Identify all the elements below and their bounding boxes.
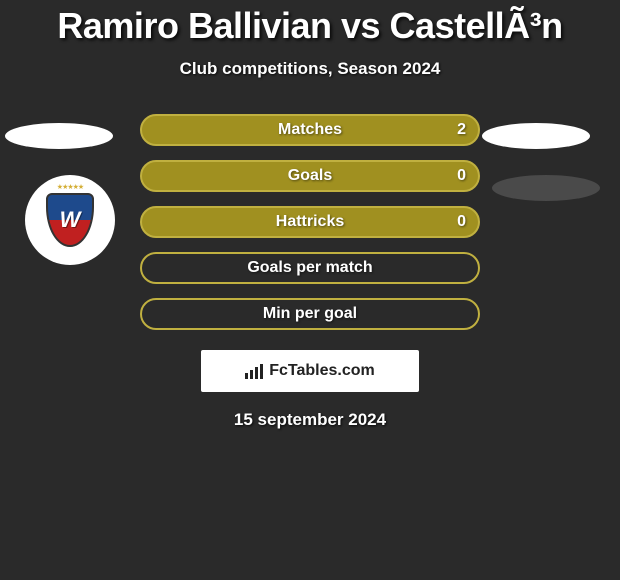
stat-row-hattricks: Hattricks 0 [140, 206, 480, 238]
brand-link[interactable]: FcTables.com [201, 350, 419, 392]
team-slot-right [492, 175, 600, 201]
stat-row-goals: Goals 0 [140, 160, 480, 192]
stat-label: Min per goal [263, 305, 357, 323]
stat-label: Goals per match [247, 259, 372, 277]
badge-letter: W [60, 207, 81, 233]
stat-value: 0 [457, 213, 466, 231]
shield-icon: W [46, 193, 94, 247]
player-slot-right [482, 123, 590, 149]
team-badge-left: ★★★★★ W [25, 175, 115, 265]
stat-value: 2 [457, 121, 466, 139]
brand-text: FcTables.com [269, 362, 375, 380]
stat-row-goals-per-match: Goals per match [140, 252, 480, 284]
stat-row-min-per-goal: Min per goal [140, 298, 480, 330]
badge-stars: ★★★★★ [57, 183, 83, 191]
stat-label: Matches [278, 121, 342, 139]
stats-list: Matches 2 Goals 0 Hattricks 0 Goals per … [140, 114, 480, 330]
stat-label: Goals [288, 167, 332, 185]
page-title: Ramiro Ballivian vs CastellÃ³n [57, 5, 562, 47]
bar-chart-icon [245, 363, 263, 379]
player-slot-left [5, 123, 113, 149]
stat-row-matches: Matches 2 [140, 114, 480, 146]
stat-label: Hattricks [276, 213, 344, 231]
season-subtitle: Club competitions, Season 2024 [180, 59, 441, 79]
stat-value: 0 [457, 167, 466, 185]
date-label: 15 september 2024 [234, 410, 386, 430]
